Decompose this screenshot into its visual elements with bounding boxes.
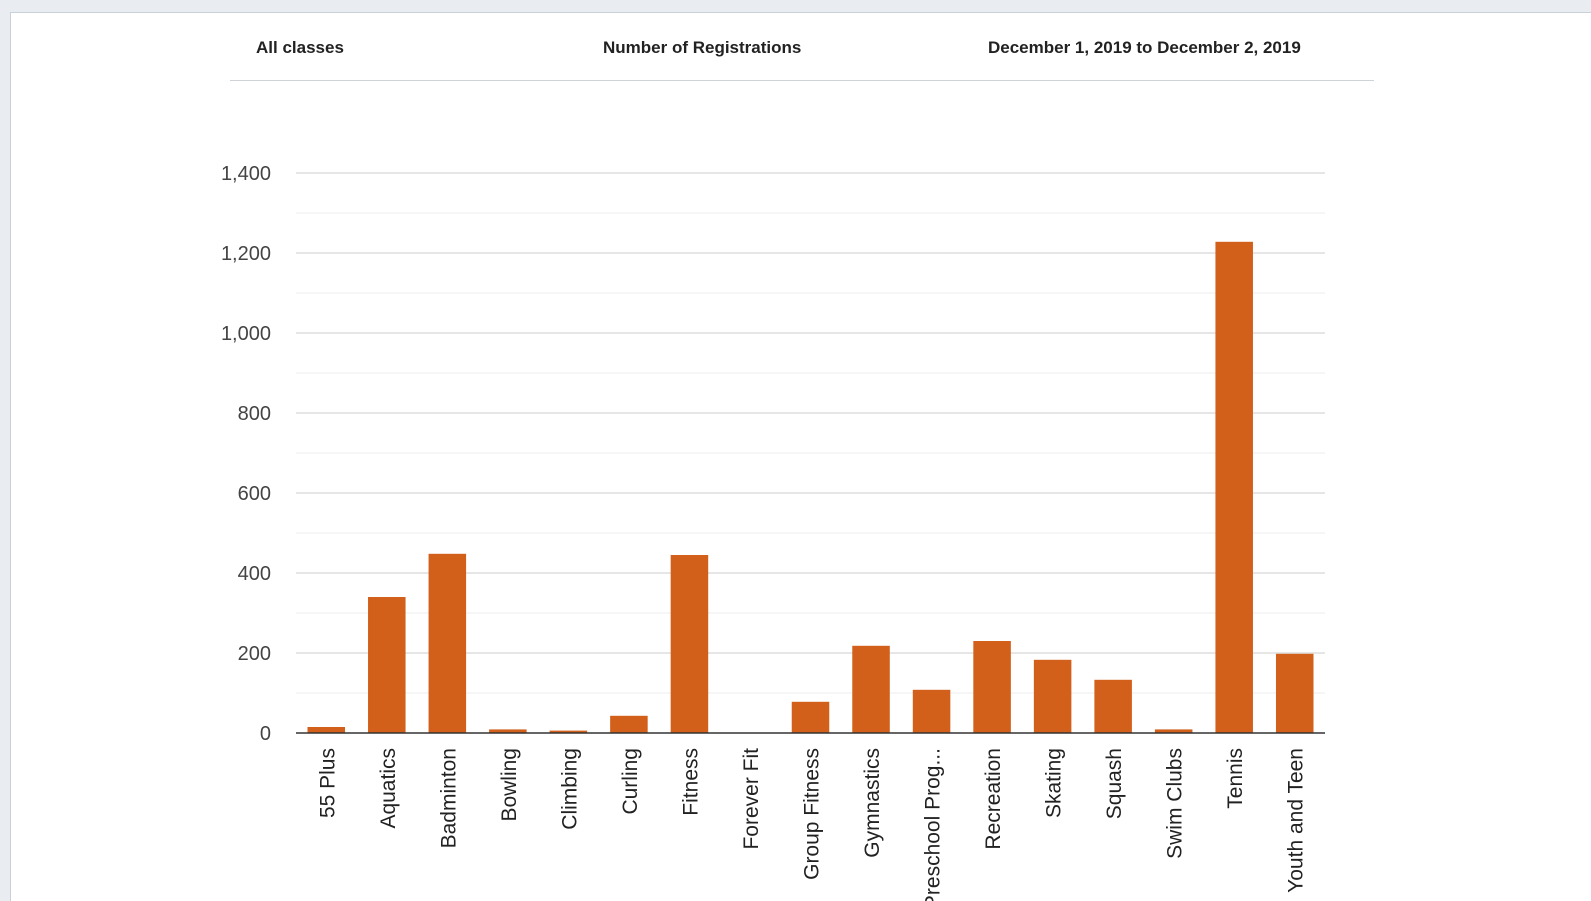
y-tick-label: 1,400 — [221, 163, 271, 185]
y-tick-label: 400 — [238, 563, 271, 585]
x-tick-label: Aquatics — [377, 748, 400, 829]
x-tick-label: Climbing — [558, 748, 581, 830]
bar-group-fitness[interactable] — [792, 702, 830, 733]
bar-badminton[interactable] — [429, 554, 467, 733]
x-tick-label: Youth and Teen — [1285, 748, 1308, 893]
x-tick-label: Squash — [1103, 748, 1126, 819]
bar-tennis[interactable] — [1215, 242, 1253, 733]
x-tick-label: Badminton — [437, 748, 460, 848]
bar-recreation[interactable] — [973, 641, 1011, 733]
y-tick-label: 1,200 — [221, 243, 271, 265]
bar-curling[interactable] — [610, 716, 648, 733]
x-tick-label: 55 Plus — [316, 748, 339, 818]
bar-squash[interactable] — [1094, 680, 1132, 733]
bar-55-plus[interactable] — [308, 727, 346, 733]
x-tick-label: Bowling — [498, 748, 521, 822]
x-tick-label: Fitness — [679, 748, 702, 816]
y-tick-label: 600 — [238, 483, 271, 505]
bar-youth-and-teen[interactable] — [1276, 654, 1314, 733]
x-tick-label: Recreation — [982, 748, 1005, 850]
x-tick-label: Gymnastics — [861, 748, 884, 858]
x-tick-label: Tennis — [1224, 748, 1247, 809]
bar-fitness[interactable] — [671, 555, 709, 733]
x-tick-label: Group Fitness — [801, 748, 824, 880]
bar-skating[interactable] — [1034, 660, 1072, 733]
y-tick-label: 800 — [238, 403, 271, 425]
y-tick-label: 1,000 — [221, 323, 271, 345]
bars — [308, 242, 1314, 733]
x-tick-label: Preschool Prog... — [922, 748, 945, 901]
bar-gymnastics[interactable] — [852, 646, 890, 733]
bar-preschool-prog[interactable] — [913, 690, 951, 733]
bar-aquatics[interactable] — [368, 597, 406, 733]
y-tick-label: 0 — [260, 723, 271, 745]
y-axis-ticks: 0 200 400 600 800 1,000 1,200 1,400 — [221, 163, 271, 745]
x-tick-label: Forever Fit — [740, 748, 763, 850]
x-tick-label: Swim Clubs — [1164, 748, 1187, 859]
x-tick-label: Skating — [1043, 748, 1066, 818]
x-tick-label: Curling — [619, 748, 642, 815]
y-tick-label: 200 — [238, 643, 271, 665]
x-axis-ticks: 55 Plus Aquatics Badminton Bowling Climbing C… — [316, 748, 1307, 901]
